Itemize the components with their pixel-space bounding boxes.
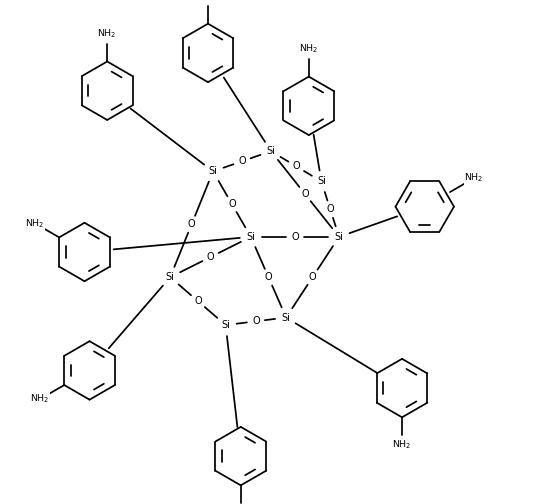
Text: O: O <box>207 252 214 262</box>
Text: O: O <box>238 156 246 166</box>
Text: Si: Si <box>221 320 230 330</box>
Text: O: O <box>264 272 272 282</box>
Text: O: O <box>228 199 236 209</box>
Text: Si: Si <box>334 232 344 242</box>
Text: Si: Si <box>209 166 217 176</box>
Text: O: O <box>292 161 300 171</box>
Text: NH$_2$: NH$_2$ <box>299 43 319 55</box>
Text: O: O <box>194 296 202 306</box>
Text: Si: Si <box>282 312 291 323</box>
Text: O: O <box>326 204 334 214</box>
Text: O: O <box>252 317 260 326</box>
Text: NH$_2$: NH$_2$ <box>198 0 218 2</box>
Text: NH$_2$: NH$_2$ <box>464 172 484 184</box>
Text: NH$_2$: NH$_2$ <box>25 217 45 230</box>
Text: O: O <box>301 189 309 199</box>
Text: Si: Si <box>317 176 326 186</box>
Text: O: O <box>188 219 196 229</box>
Text: NH$_2$: NH$_2$ <box>30 393 50 405</box>
Text: Si: Si <box>166 272 175 282</box>
Text: Si: Si <box>267 146 275 156</box>
Text: Si: Si <box>247 232 255 242</box>
Text: NH$_2$: NH$_2$ <box>98 28 117 40</box>
Text: O: O <box>309 272 317 282</box>
Text: O: O <box>291 232 299 242</box>
Text: NH$_2$: NH$_2$ <box>392 439 412 451</box>
